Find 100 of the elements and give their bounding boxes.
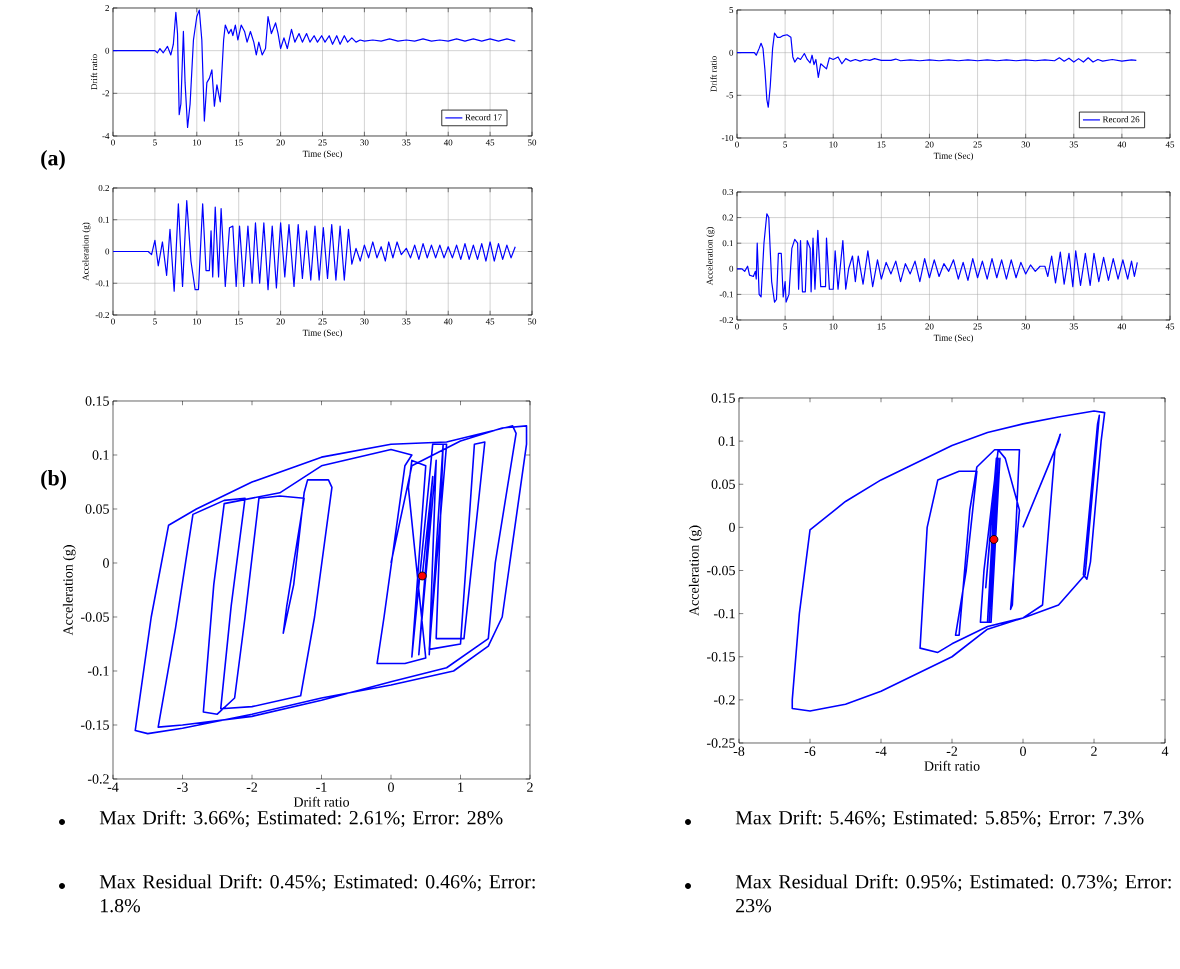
x-tick-label: 2 xyxy=(1091,746,1097,756)
x-tick-label: 2 xyxy=(527,782,533,792)
x-tick-label: 5 xyxy=(153,318,157,325)
x-tick-label: 20 xyxy=(276,318,285,325)
y-tick-label: 0.05 xyxy=(85,504,109,514)
y-tick-label: -0.05 xyxy=(706,565,735,576)
x-tick-label: -8 xyxy=(733,746,745,756)
y-tick-label: 0.15 xyxy=(85,396,109,406)
x-tick-label: 1 xyxy=(458,782,464,792)
x-tick-label: 50 xyxy=(528,139,537,146)
x-axis-title: Time (Sec) xyxy=(933,152,973,161)
x-axis-title: Time (Sec) xyxy=(302,329,342,338)
y-tick-label: -0.2 xyxy=(719,316,733,324)
y-tick-label: 0.1 xyxy=(718,436,735,446)
x-tick-label: 10 xyxy=(829,141,838,148)
x-tick-label: -1 xyxy=(316,782,327,792)
x-tick-label: 10 xyxy=(193,318,201,325)
y-tick-label: -2 xyxy=(102,90,109,97)
x-tick-label: 30 xyxy=(360,139,369,146)
y-axis-title: Drift ratio xyxy=(90,54,98,90)
x-tick-label: 0 xyxy=(1020,746,1026,756)
y-tick-label: 0.15 xyxy=(711,393,735,403)
x-tick-label: 35 xyxy=(402,318,411,325)
y-tick-label: -0.1 xyxy=(713,608,735,619)
x-tick-label: 10 xyxy=(193,139,201,146)
y-tick-label: -0.15 xyxy=(80,720,109,730)
y-tick-label: 0.2 xyxy=(722,214,733,221)
x-tick-label: -3 xyxy=(177,782,188,792)
x-tick-label: 45 xyxy=(1165,323,1175,330)
x-axis-title: Drift ratio xyxy=(924,760,980,771)
y-tick-label: 0.1 xyxy=(98,216,109,223)
x-tick-label: -4 xyxy=(875,746,887,756)
x-axis-title: Time (Sec) xyxy=(302,150,342,159)
y-tick-label: 0.1 xyxy=(92,450,109,460)
line-series xyxy=(134,425,528,735)
y-tick-label: -0.1 xyxy=(87,666,109,676)
y-tick-label: -10 xyxy=(721,134,734,142)
y-tick-label: -0.2 xyxy=(95,311,109,319)
y-tick-label: -0.25 xyxy=(706,738,735,748)
x-tick-label: 20 xyxy=(276,139,285,146)
y-tick-label: 0.05 xyxy=(711,479,735,489)
y-tick-label: 5 xyxy=(729,7,734,13)
text: (a) xyxy=(41,150,65,170)
x-tick-label: 45 xyxy=(485,318,495,325)
y-tick-label: -0.15 xyxy=(706,652,735,662)
text: Max Residual Drift: 0.95%; Estimated: 0.73%; Error: 23% xyxy=(735,874,1171,913)
y-tick-label: 0.1 xyxy=(722,240,733,247)
x-tick-label: 0 xyxy=(388,782,394,792)
x-tick-label: -6 xyxy=(804,746,816,756)
x-tick-label: 30 xyxy=(1021,323,1030,330)
y-tick-label: 0 xyxy=(729,522,735,533)
y-axis-title: Acceleration (g) xyxy=(62,545,76,636)
x-tick-label: -2 xyxy=(946,746,958,756)
y-tick-label: -0.2 xyxy=(87,774,109,784)
y-tick-label: -0.1 xyxy=(719,291,733,298)
x-tick-label: 30 xyxy=(1021,141,1030,148)
x-tick-label: 10 xyxy=(829,323,838,330)
y-tick-label: 0 xyxy=(105,248,110,255)
y-tick-label: -0.1 xyxy=(95,280,109,287)
x-tick-label: 45 xyxy=(485,139,495,146)
y-tick-label: 0 xyxy=(729,265,734,272)
x-tick-label: 25 xyxy=(973,323,982,330)
x-axis-title: Drift ratio xyxy=(293,796,350,807)
line-series xyxy=(113,200,516,292)
text: (b) xyxy=(41,470,67,490)
text: Max Drift: 5.46%; Estimated: 5.85%; Error: 7.3% xyxy=(735,810,1144,828)
y-axis-title: Acceleration (g) xyxy=(706,227,715,286)
y-tick-label: -0.05 xyxy=(80,612,109,622)
x-tick-label: 35 xyxy=(402,139,411,146)
x-tick-label: 25 xyxy=(318,318,327,325)
y-tick-label: 0 xyxy=(105,47,110,54)
x-tick-label: 30 xyxy=(360,318,369,325)
x-tick-label: 15 xyxy=(235,139,243,146)
x-tick-label: 15 xyxy=(877,323,886,330)
legend-label: Record 17 xyxy=(465,114,502,121)
y-axis-title: Drift ratio xyxy=(710,56,717,92)
y-tick-label: -5 xyxy=(726,92,734,99)
line-series xyxy=(113,9,516,129)
x-tick-label: 25 xyxy=(318,139,327,146)
x-tick-label: 15 xyxy=(877,141,886,148)
x-axis-title: Time (Sec) xyxy=(933,334,973,343)
x-tick-label: 15 xyxy=(235,318,243,325)
x-tick-label: 45 xyxy=(1165,141,1175,148)
y-axis-title: Acceleration (g) xyxy=(82,222,91,281)
y-tick-label: 2 xyxy=(105,5,109,11)
x-tick-label: 0 xyxy=(111,139,115,146)
x-tick-label: 20 xyxy=(925,323,934,330)
x-tick-label: 5 xyxy=(783,323,788,330)
x-tick-label: 20 xyxy=(925,141,934,148)
x-tick-label: 35 xyxy=(1069,141,1078,148)
x-tick-label: -2 xyxy=(246,782,258,792)
y-tick-label: 0.3 xyxy=(722,188,734,196)
y-tick-label: 0 xyxy=(103,558,109,568)
x-tick-label: 0 xyxy=(111,318,115,325)
y-tick-label: 0 xyxy=(729,49,734,56)
y-tick-label: -0.2 xyxy=(713,695,735,705)
legend-label: Record 26 xyxy=(1102,116,1140,123)
x-tick-label: 40 xyxy=(443,139,453,146)
text: Max Drift: 3.66%; Estimated: 2.61%; Error: 28% xyxy=(99,810,503,828)
y-axis-title: Acceleration (g) xyxy=(688,525,702,616)
